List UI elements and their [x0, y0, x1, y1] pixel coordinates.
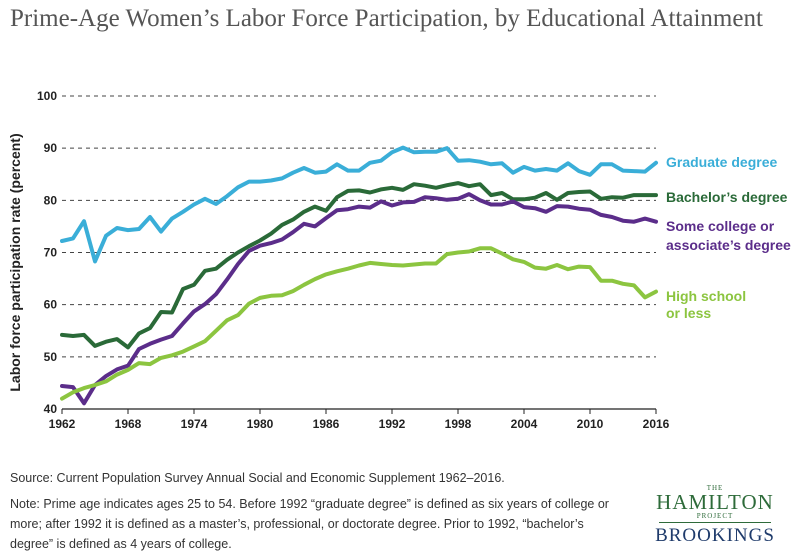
series-line-3	[60, 246, 658, 401]
x-tick-label: 1968	[115, 417, 142, 431]
x-tick-label: 2010	[577, 417, 604, 431]
y-tick-label: 40	[44, 402, 58, 416]
logo-the: THE	[706, 484, 724, 492]
series-line-2	[60, 192, 658, 406]
y-tick-label: 100	[37, 89, 57, 103]
y-tick-label: 70	[44, 246, 58, 260]
x-axis: 1962 1968 1974 1980 1986 1992 1998 2004 2010 2016	[49, 408, 670, 431]
hamilton-brookings-logo: THE HAMILTON PROJECT BROOKINGS	[640, 484, 790, 547]
series-lines	[60, 145, 658, 406]
x-tick-label: 1986	[313, 417, 340, 431]
series-label-0: Graduate degree	[666, 154, 777, 170]
y-axis-ticks: 40 50 60 70 80 90 100	[37, 89, 57, 416]
series-label-3: High school	[666, 288, 746, 304]
source-note: Source: Current Population Survey Annual…	[10, 471, 505, 485]
y-tick-label: 60	[44, 298, 58, 312]
chart-title: Prime-Age Women’s Labor Force Participat…	[10, 5, 763, 32]
series-label-2: associate’s degree	[666, 237, 791, 253]
line-chart: 40 50 60 70 80 90 100 1962 1968 1974 1980 1986 1992…	[7, 89, 791, 431]
series-label-2: Some college or	[666, 218, 775, 234]
series-line-1	[60, 181, 658, 350]
x-tick-label: 2016	[643, 417, 670, 431]
logo-project: PROJECT	[696, 512, 734, 520]
logo-brookings: BROOKINGS	[655, 525, 775, 546]
x-tick-label: 1998	[445, 417, 472, 431]
x-tick-label: 1962	[49, 417, 76, 431]
y-tick-label: 80	[44, 193, 58, 207]
y-axis-label: Labor force participation rate (percent)	[7, 133, 23, 391]
x-tick-label: 2004	[511, 417, 538, 431]
y-tick-label: 90	[44, 141, 58, 155]
series-label-1: Bachelor’s degree	[666, 189, 788, 205]
logo-divider	[659, 522, 771, 523]
series-line-0	[60, 145, 658, 264]
logo-hamilton: HAMILTON	[656, 490, 774, 514]
gridlines	[62, 95, 656, 358]
series-labels: Graduate degree Bachelor’s degree Some col…	[666, 154, 791, 321]
definition-note: Note: Prime age indicates ages 25 to 54.…	[10, 497, 609, 551]
x-tick-label: 1992	[379, 417, 406, 431]
x-tick-label: 1980	[247, 417, 274, 431]
series-label-3: or less	[666, 305, 711, 321]
x-tick-label: 1974	[181, 417, 208, 431]
y-tick-label: 50	[44, 350, 58, 364]
